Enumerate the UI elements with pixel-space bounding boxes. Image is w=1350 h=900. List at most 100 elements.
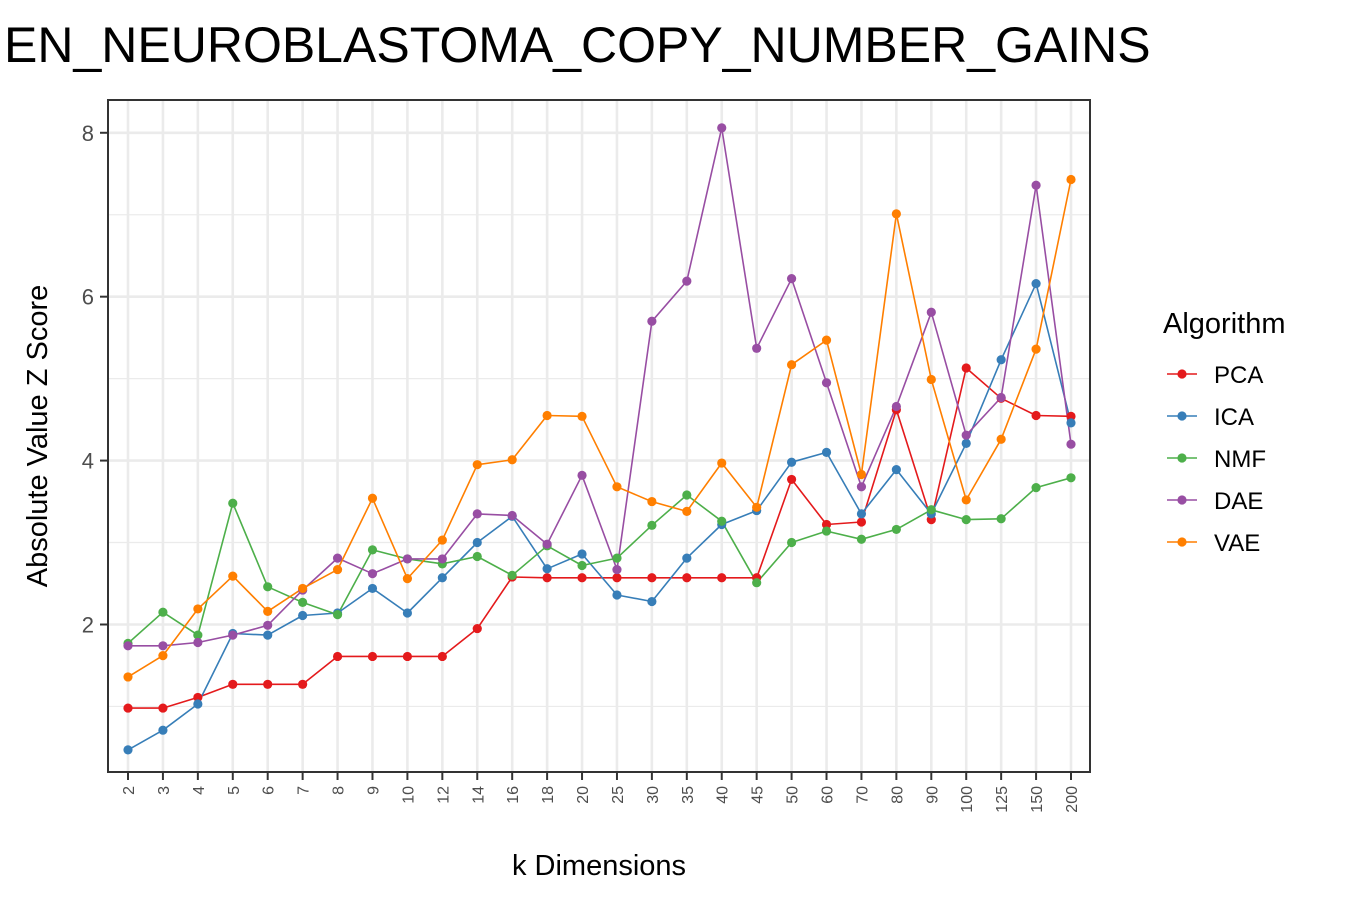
legend-label-ica: ICA — [1214, 404, 1254, 431]
x-axis-title: k Dimensions — [512, 850, 686, 882]
point-pca — [961, 363, 971, 373]
point-pca — [612, 573, 622, 583]
x-tick-label: 90 — [924, 786, 941, 804]
point-vae — [123, 672, 133, 682]
legend-label-vae: VAE — [1214, 530, 1260, 557]
x-tick-label: 25 — [610, 786, 627, 804]
point-ica — [996, 355, 1006, 365]
point-ica — [786, 457, 797, 467]
legend-key-point-ica — [1177, 411, 1187, 421]
point-nmf — [577, 560, 587, 571]
y-axis: 2 4 6 8 — [82, 121, 108, 637]
point-nmf — [1031, 483, 1041, 493]
series-line-ica — [127, 282, 1072, 751]
point-vae — [926, 374, 936, 385]
x-tick-label: 50 — [785, 786, 802, 804]
y-tick-label: 6 — [82, 285, 94, 310]
point-vae — [158, 651, 168, 661]
series-points — [123, 123, 1076, 755]
legend-label-nmf: NMF — [1214, 446, 1266, 473]
point-nmf — [856, 534, 867, 544]
point-pca — [263, 679, 273, 689]
point-nmf — [961, 514, 971, 525]
point-vae — [577, 411, 587, 421]
point-dae — [1031, 180, 1041, 190]
series-line-pca — [128, 367, 1072, 709]
point-dae — [647, 316, 657, 326]
point-ica — [542, 564, 552, 574]
point-ica — [298, 610, 308, 621]
point-vae — [228, 571, 238, 581]
point-vae — [193, 604, 203, 614]
point-dae — [507, 510, 517, 521]
x-tick-label: 6 — [261, 786, 278, 795]
point-nmf — [647, 520, 657, 530]
point-pca — [332, 651, 343, 662]
x-tick-label: 40 — [715, 786, 732, 804]
point-vae — [612, 482, 622, 492]
point-dae — [402, 554, 413, 564]
y-tick-label: 8 — [82, 121, 94, 146]
x-tick-label: 18 — [540, 786, 557, 804]
point-vae — [332, 564, 343, 575]
point-vae — [402, 573, 413, 584]
point-dae — [472, 509, 482, 519]
y-tick-label: 4 — [82, 449, 94, 474]
legend-key-point-vae — [1177, 537, 1187, 547]
point-nmf — [786, 537, 797, 548]
point-ica — [193, 699, 203, 709]
legend-key-point-dae — [1177, 495, 1187, 505]
point-vae — [821, 335, 832, 345]
x-tick-label: 125 — [994, 786, 1011, 813]
point-nmf — [717, 516, 727, 526]
point-vae — [682, 506, 692, 516]
point-nmf — [332, 610, 343, 620]
point-nmf — [228, 498, 238, 508]
point-dae — [158, 641, 168, 651]
point-dae — [786, 274, 797, 284]
point-pca — [542, 573, 552, 583]
point-ica — [437, 573, 447, 583]
x-tick-label: 45 — [750, 786, 767, 804]
point-nmf — [193, 630, 203, 640]
y-tick-label: 2 — [82, 612, 94, 637]
point-pca — [437, 651, 447, 662]
x-tick-label: 12 — [435, 786, 452, 804]
point-vae — [1066, 174, 1076, 185]
point-nmf — [158, 607, 168, 617]
series-line-dae — [128, 127, 1072, 647]
point-pca — [786, 474, 797, 485]
point-vae — [717, 458, 727, 468]
point-pca — [577, 573, 587, 583]
point-vae — [507, 455, 517, 465]
point-nmf — [612, 553, 622, 563]
point-nmf — [298, 597, 308, 607]
x-tick-label: 150 — [1029, 786, 1046, 813]
x-tick-label: 10 — [400, 786, 417, 804]
grid-major — [108, 100, 1090, 772]
point-pca — [298, 679, 308, 689]
point-pca — [123, 703, 133, 713]
series-line-vae — [127, 179, 1072, 678]
point-pca — [682, 573, 692, 583]
point-ica — [612, 590, 622, 600]
x-tick-label: 5 — [226, 786, 243, 795]
point-pca — [821, 519, 832, 530]
point-pca — [228, 679, 238, 689]
legend-title: Algorithm — [1163, 308, 1286, 340]
point-vae — [786, 360, 797, 370]
x-tick-label: 100 — [959, 786, 976, 813]
point-pca — [1066, 411, 1076, 421]
point-ica — [402, 608, 413, 618]
point-dae — [123, 641, 133, 651]
point-vae — [1031, 344, 1041, 354]
point-ica — [961, 438, 971, 448]
point-vae — [647, 496, 657, 507]
point-nmf — [263, 582, 273, 592]
point-nmf — [996, 514, 1006, 524]
point-pca — [647, 573, 657, 583]
point-ica — [1031, 278, 1041, 289]
point-ica — [367, 583, 378, 594]
point-ica — [263, 630, 273, 640]
point-dae — [577, 470, 587, 480]
